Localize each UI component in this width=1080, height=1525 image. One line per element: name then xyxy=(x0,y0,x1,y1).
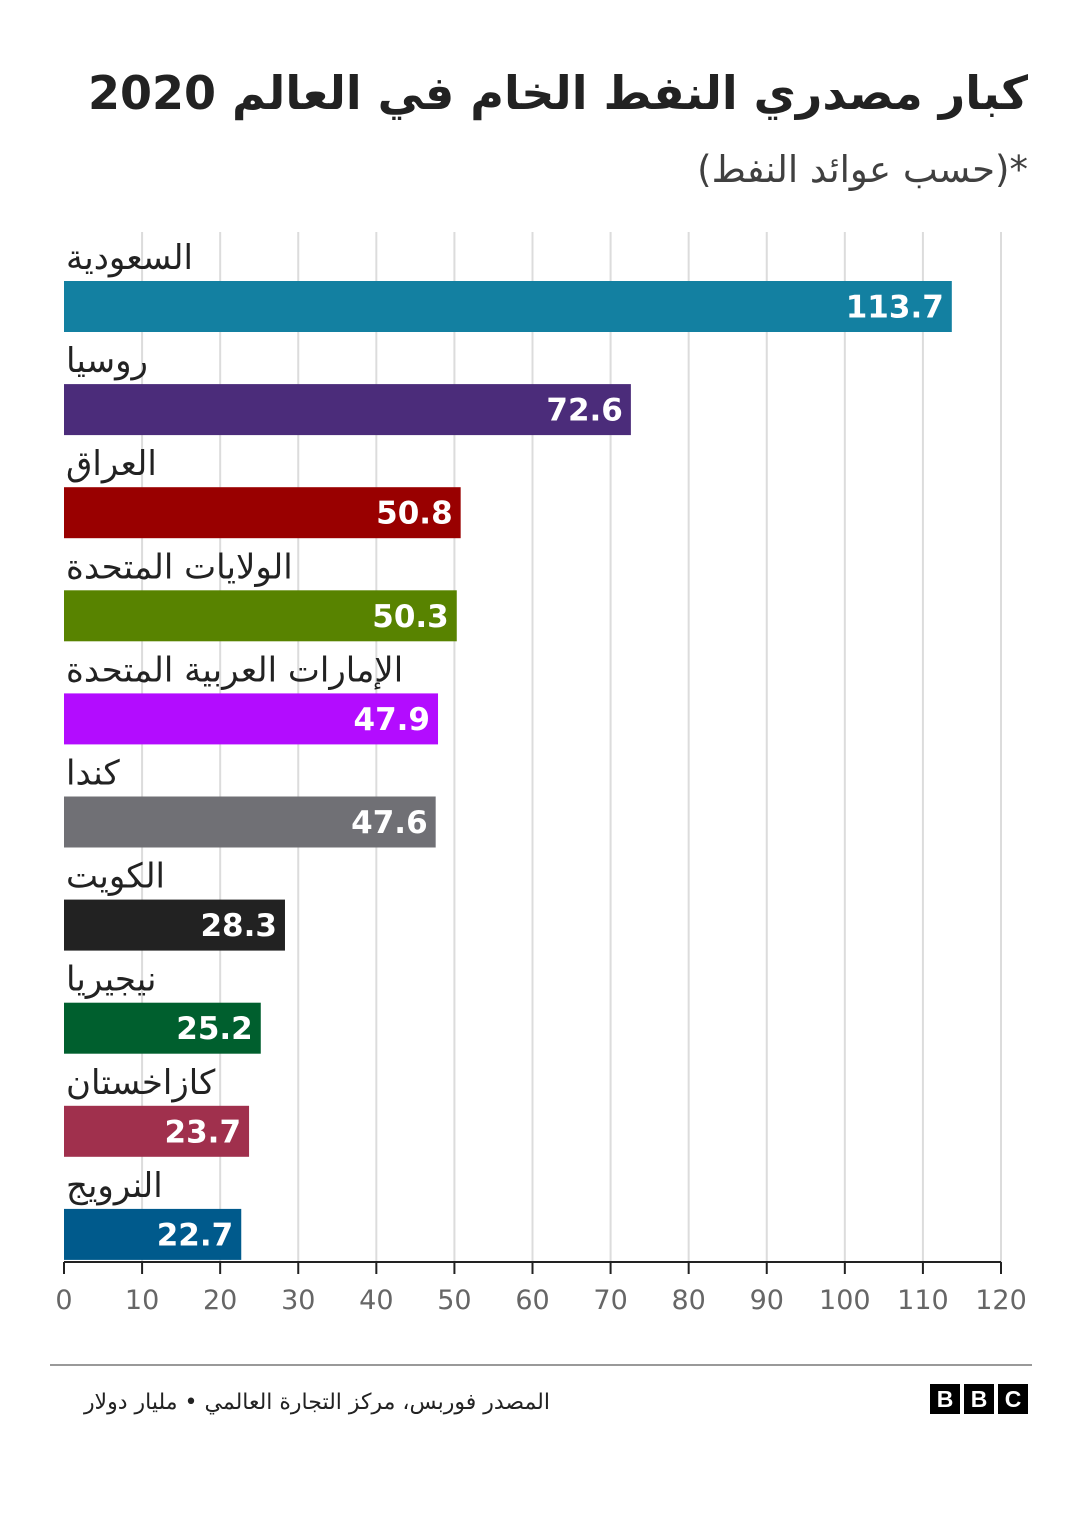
bar-value-label: 28.3 xyxy=(200,908,277,944)
category-label: كندا xyxy=(66,754,121,794)
category-label: النرويج xyxy=(66,1166,163,1206)
bbc-logo-letter: C xyxy=(998,1384,1028,1414)
x-tick-label: 60 xyxy=(515,1285,549,1316)
bar xyxy=(64,899,285,951)
x-tick-label: 90 xyxy=(750,1285,784,1316)
x-tick-label: 50 xyxy=(437,1285,471,1316)
bar xyxy=(64,384,631,436)
x-tick-label: 0 xyxy=(55,1285,72,1316)
category-label: الإمارات العربية المتحدة xyxy=(66,650,403,690)
category-label: العراق xyxy=(66,444,157,484)
bar-value-label: 72.6 xyxy=(546,393,623,429)
bar xyxy=(64,693,439,745)
bbc-logo-letter: B xyxy=(964,1384,994,1414)
category-label: الكويت xyxy=(66,857,165,897)
x-tick-label: 10 xyxy=(125,1285,159,1316)
bar xyxy=(64,487,461,539)
source-note: المصدر فوربس، مركز التجارة العالمي • ملي… xyxy=(83,1390,550,1415)
bar xyxy=(64,796,436,848)
bar-value-label: 50.3 xyxy=(372,599,449,635)
bbc-logo-letter: B xyxy=(930,1384,960,1414)
x-tick-label: 20 xyxy=(203,1285,237,1316)
category-label: روسيا xyxy=(66,341,148,381)
category-label: نيجيريا xyxy=(66,960,157,1000)
footer-divider xyxy=(50,1364,1032,1366)
bar-value-label: 22.7 xyxy=(157,1217,234,1253)
bar-value-label: 47.9 xyxy=(354,702,431,738)
bar-value-label: 23.7 xyxy=(165,1114,242,1150)
x-tick-label: 110 xyxy=(897,1285,949,1316)
chart-title: كبار مصدري النفط الخام في العالم 2020 xyxy=(87,66,1028,120)
bbc-logo: B B C xyxy=(930,1384,1028,1414)
x-tick-label: 30 xyxy=(281,1285,315,1316)
bar-value-label: 47.6 xyxy=(351,805,428,841)
bar xyxy=(64,590,457,642)
x-tick-label: 80 xyxy=(671,1285,705,1316)
bar-chart: 113.7 السعودية 72.6 روسيا 50.8 العراق 50.3 الول… xyxy=(55,232,1027,1316)
x-tick-label: 100 xyxy=(819,1285,871,1316)
bars: 113.7 السعودية 72.6 روسيا 50.8 العراق 50.3 الول… xyxy=(64,238,952,1260)
x-tick-label: 70 xyxy=(593,1285,627,1316)
bar-value-label: 50.8 xyxy=(376,496,453,532)
bar-value-label: 113.7 xyxy=(846,290,944,326)
x-tick-label: 120 xyxy=(975,1285,1027,1316)
x-tick-label: 40 xyxy=(359,1285,393,1316)
bar xyxy=(64,1208,242,1260)
category-label: السعودية xyxy=(66,238,193,278)
x-axis: 0 10 20 30 40 50 60 70 80 90 100 110 120 xyxy=(55,1261,1027,1316)
category-label: كازاخستان xyxy=(66,1063,216,1103)
bar xyxy=(64,1105,250,1157)
chart-subtitle: *(حسب عوائد النفط) xyxy=(697,148,1028,191)
bar xyxy=(64,281,952,332)
bar xyxy=(64,1002,261,1054)
category-label: الولايات المتحدة xyxy=(66,547,293,587)
bar-value-label: 25.2 xyxy=(176,1011,253,1047)
